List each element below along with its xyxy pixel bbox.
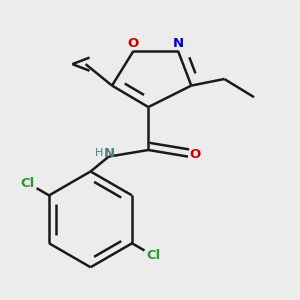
Text: N: N bbox=[172, 37, 184, 50]
Text: Cl: Cl bbox=[20, 176, 35, 190]
Text: O: O bbox=[190, 148, 201, 161]
Text: O: O bbox=[128, 37, 139, 50]
Text: N: N bbox=[104, 147, 115, 160]
Text: H: H bbox=[94, 148, 103, 158]
Text: Cl: Cl bbox=[146, 249, 161, 262]
